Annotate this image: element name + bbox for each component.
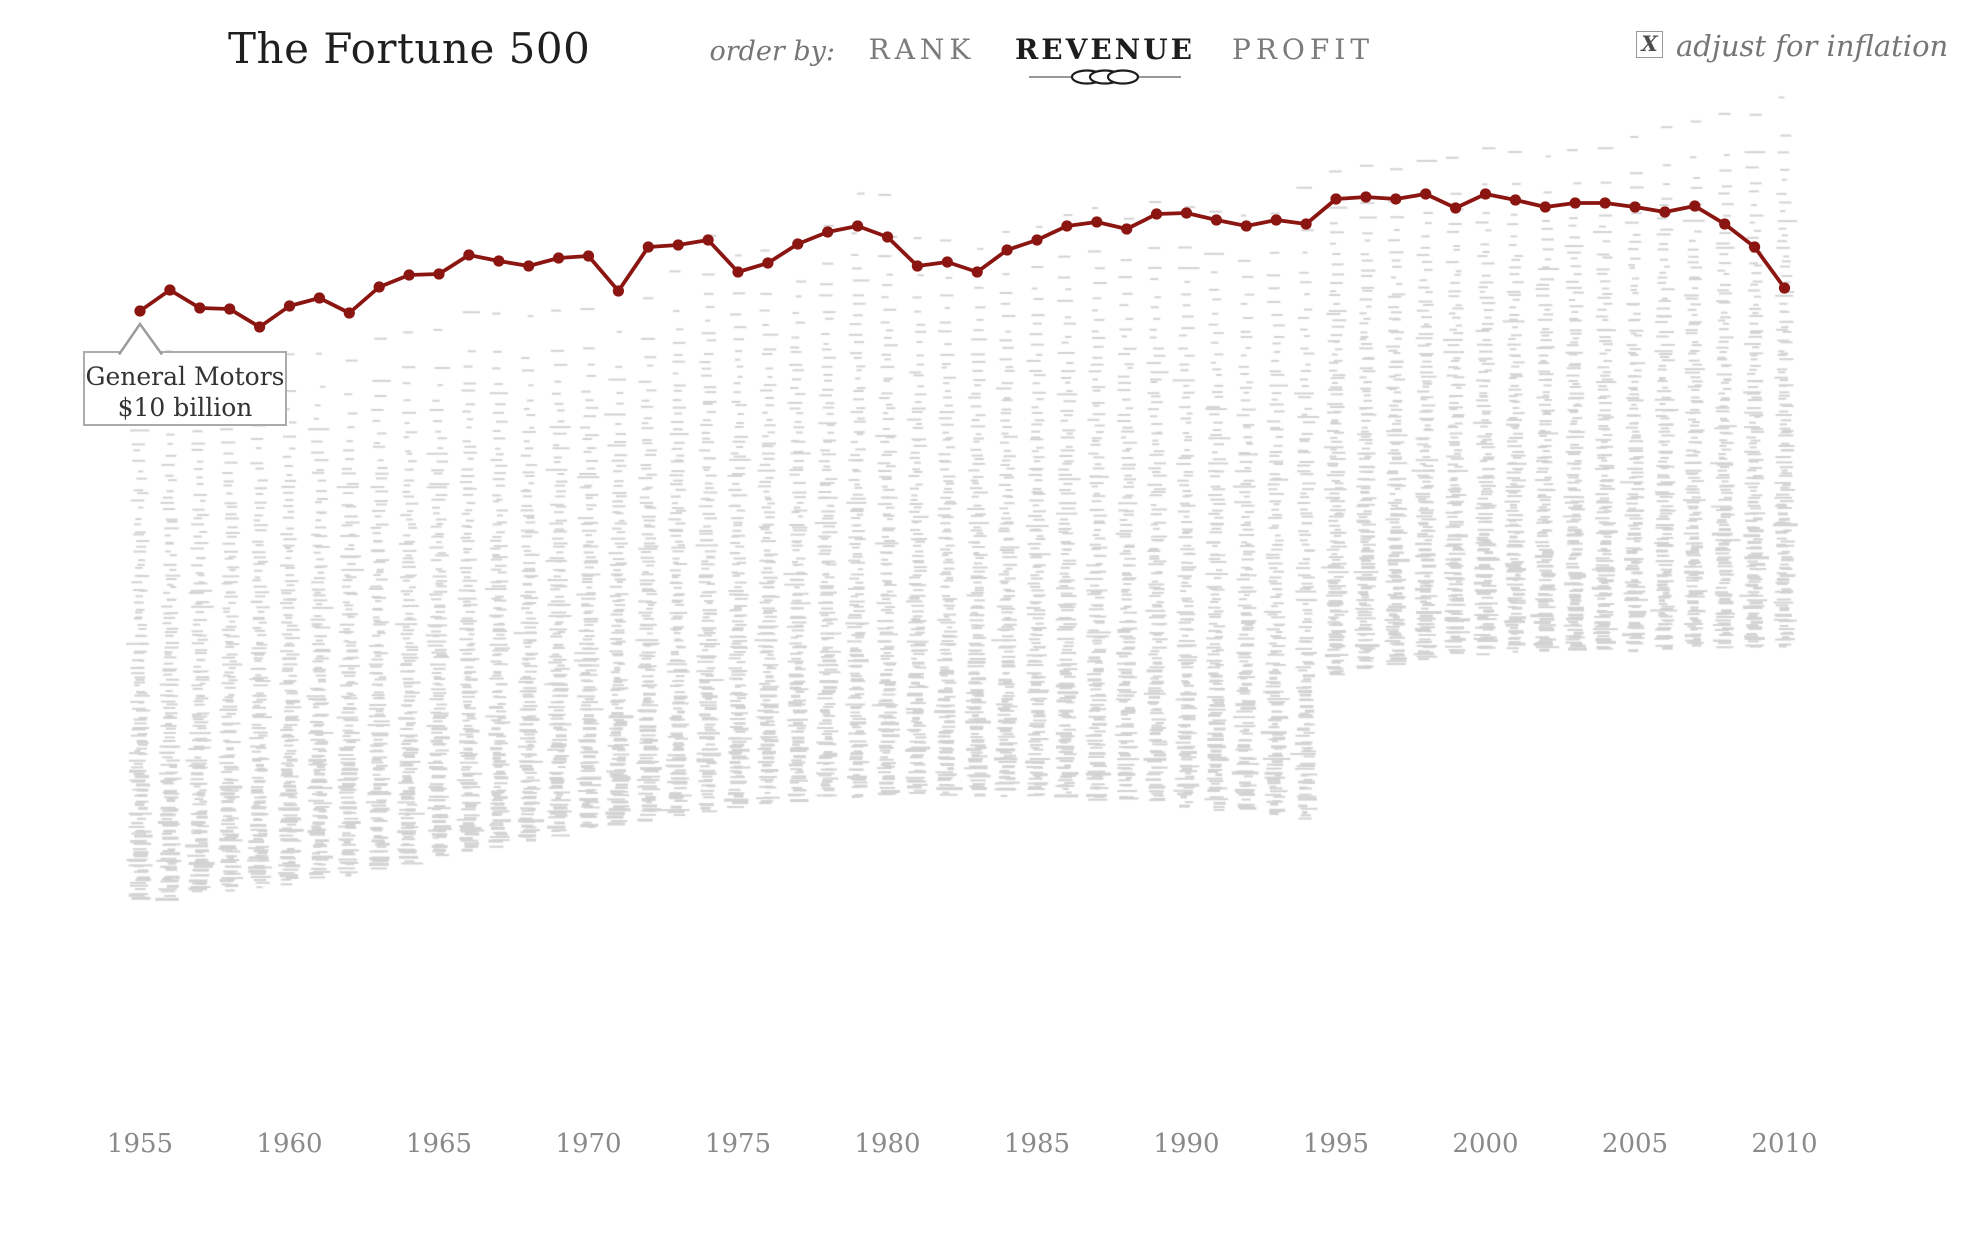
- gm-data-point-2003[interactable]: [1569, 197, 1581, 209]
- gm-data-point-1961[interactable]: [313, 292, 325, 304]
- gm-data-point-2004[interactable]: [1599, 197, 1611, 209]
- inflation-checkbox[interactable]: X: [1636, 31, 1663, 58]
- axis-label-1990: 1990: [1153, 1129, 1219, 1159]
- axis-label-1955: 1955: [107, 1129, 173, 1159]
- selected-ornament: [1029, 69, 1181, 85]
- gm-data-point-2009[interactable]: [1749, 241, 1761, 253]
- gm-data-point-1971[interactable]: [612, 285, 625, 297]
- gm-revenue-line[interactable]: [134, 188, 1791, 333]
- gm-data-point-2006[interactable]: [1659, 206, 1671, 218]
- gm-data-point-1969[interactable]: [553, 252, 565, 264]
- gm-data-point-1955[interactable]: [134, 305, 146, 317]
- gm-data-point-2007[interactable]: [1689, 200, 1701, 212]
- gm-data-point-1995[interactable]: [1330, 193, 1342, 205]
- gm-data-point-2008[interactable]: [1719, 218, 1731, 230]
- order-option-revenue[interactable]: REVENUE: [1015, 33, 1195, 87]
- axis-label-1960: 1960: [256, 1129, 322, 1159]
- gm-data-point-1958[interactable]: [224, 303, 236, 315]
- gm-data-point-1964[interactable]: [403, 269, 415, 281]
- gm-data-point-1957[interactable]: [194, 302, 206, 314]
- gm-data-point-2002[interactable]: [1539, 201, 1551, 213]
- gm-data-point-1985[interactable]: [1031, 234, 1043, 246]
- gm-data-point-1999[interactable]: [1450, 202, 1462, 214]
- gm-data-point-1989[interactable]: [1151, 208, 1163, 220]
- gm-data-point-1970[interactable]: [582, 250, 595, 262]
- axis-label-1970: 1970: [555, 1129, 621, 1159]
- gm-data-point-1997[interactable]: [1390, 193, 1402, 205]
- gm-data-point-1966[interactable]: [463, 249, 475, 261]
- header-bar: The Fortune 500 order by: RANK REVENUE PRO…: [0, 0, 1977, 100]
- gm-data-point-1982[interactable]: [941, 256, 953, 268]
- gm-line-path: [138, 192, 1787, 329]
- axis-label-2005: 2005: [1602, 1129, 1668, 1159]
- gm-data-point-1991[interactable]: [1210, 214, 1222, 226]
- gm-data-point-1990[interactable]: [1180, 207, 1193, 219]
- gm-data-point-1973[interactable]: [672, 239, 684, 251]
- axis-label-1975: 1975: [705, 1129, 771, 1159]
- gm-data-point-1956[interactable]: [164, 284, 176, 296]
- gm-data-point-1987[interactable]: [1091, 216, 1103, 228]
- tooltip-company: General Motors: [86, 362, 285, 391]
- axis-label-2000: 2000: [1452, 1129, 1518, 1159]
- x-axis: 1955 1960 1965 1970 1975 1980 1985 1990 1995 2000…: [107, 1129, 1818, 1159]
- gm-data-point-1960[interactable]: [283, 300, 296, 312]
- gm-data-point-1972[interactable]: [642, 241, 654, 253]
- gm-data-point-1967[interactable]: [493, 255, 505, 267]
- gm-data-point-1975[interactable]: [732, 266, 744, 278]
- gm-data-point-1988[interactable]: [1121, 223, 1133, 235]
- order-by-label: order by:: [709, 36, 835, 67]
- gm-data-point-1979[interactable]: [852, 220, 864, 232]
- axis-label-1985: 1985: [1004, 1129, 1070, 1159]
- gm-data-point-1959[interactable]: [254, 321, 266, 333]
- gm-data-point-1986[interactable]: [1061, 220, 1073, 232]
- gm-data-point-1981[interactable]: [911, 260, 924, 272]
- axis-label-1965: 1965: [406, 1129, 472, 1159]
- gm-data-point-1962[interactable]: [343, 307, 355, 319]
- tooltip-box: [83, 351, 287, 426]
- axis-label-2010: 2010: [1751, 1129, 1817, 1159]
- axis-label-1995: 1995: [1303, 1129, 1369, 1159]
- gm-data-point-1977[interactable]: [792, 238, 804, 250]
- gm-data-point-1996[interactable]: [1360, 191, 1372, 203]
- gm-data-point-1984[interactable]: [1001, 244, 1013, 256]
- inflation-label: adjust for inflation: [1676, 29, 1949, 63]
- gm-data-point-1976[interactable]: [762, 257, 774, 269]
- gm-data-point-1983[interactable]: [971, 266, 983, 278]
- tooltip: General Motors $10 billion: [83, 321, 287, 426]
- gm-data-point-1992[interactable]: [1240, 220, 1252, 232]
- axis-label-1980: 1980: [854, 1129, 920, 1159]
- gm-data-point-1965[interactable]: [433, 268, 445, 280]
- gm-data-point-1978[interactable]: [822, 226, 834, 238]
- gm-data-point-2010[interactable]: [1778, 282, 1791, 294]
- gm-data-point-2001[interactable]: [1509, 194, 1521, 206]
- tooltip-arrow: [117, 321, 164, 356]
- order-option-rank[interactable]: RANK: [868, 33, 976, 66]
- tooltip-value: $10 billion: [118, 393, 253, 422]
- gm-data-point-2000[interactable]: [1479, 188, 1492, 200]
- gm-data-point-2005[interactable]: [1629, 201, 1641, 213]
- gm-data-point-1968[interactable]: [523, 260, 535, 272]
- gm-data-point-1980[interactable]: [881, 231, 894, 243]
- gm-data-point-1974[interactable]: [702, 234, 714, 246]
- page-title: The Fortune 500: [228, 24, 591, 73]
- gm-data-point-1993[interactable]: [1270, 214, 1282, 226]
- gm-data-point-1998[interactable]: [1420, 188, 1432, 200]
- gm-data-point-1963[interactable]: [373, 281, 385, 293]
- order-option-profit[interactable]: PROFIT: [1231, 33, 1375, 66]
- gm-data-point-1994[interactable]: [1300, 218, 1312, 230]
